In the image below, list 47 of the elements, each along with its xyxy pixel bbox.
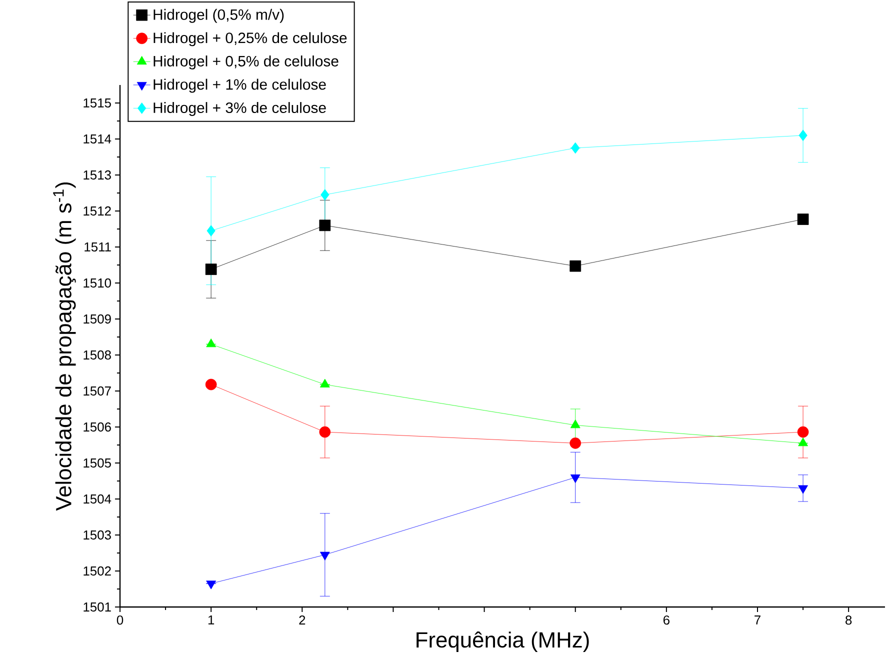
point <box>570 260 582 272</box>
x-axis-title: Frequência (MHz) <box>416 632 589 652</box>
x-tick-label: 7 <box>754 615 760 624</box>
point <box>205 378 217 390</box>
point <box>570 420 580 428</box>
point <box>319 426 331 438</box>
x-tick-label: 8 <box>846 615 852 625</box>
point <box>798 485 808 494</box>
y-axis-title: Velocidade de propagação (m s$^{-1}$) <box>53 182 76 511</box>
y-tick-label: 1502 <box>84 566 111 576</box>
x-tick-label: 2 <box>299 615 306 625</box>
y-tick-label: 1510 <box>84 278 111 288</box>
y-tick-label: 1501 <box>84 602 111 612</box>
y-tick-label: 1503 <box>84 530 111 540</box>
legend-label: Hidrogel + 3% de celulose <box>154 102 326 116</box>
point <box>206 338 216 348</box>
legend-label: Hidrogel + 1% de celulose <box>154 78 326 93</box>
y-tick-label: 1509 <box>84 314 111 324</box>
point <box>798 438 808 446</box>
legend-label: Hidrogel (0,5% m/v) <box>154 8 284 23</box>
x-tick-label: 1 <box>208 615 214 624</box>
point <box>797 426 809 438</box>
y-tick-label: 1511 <box>84 242 111 252</box>
point <box>571 142 580 154</box>
legend-label: Hidrogel + 0,25% de celulose <box>154 32 347 46</box>
point <box>319 220 331 232</box>
y-tick-label: 1506 <box>84 422 111 432</box>
point <box>205 264 217 275</box>
point <box>570 474 580 484</box>
y-tick-label: 1512 <box>84 206 111 216</box>
y-tick-label: 1504 <box>84 494 112 504</box>
y-tick-label: 1507 <box>84 386 111 396</box>
point <box>570 438 582 449</box>
point <box>206 225 216 236</box>
point <box>206 580 216 590</box>
point <box>797 214 809 225</box>
y-tick-label: 1513 <box>84 170 111 180</box>
x-tick-label: 6 <box>663 615 670 625</box>
y-tick-label: 1515 <box>84 98 111 108</box>
point <box>798 130 808 142</box>
point <box>320 189 330 200</box>
legend-label: Hidrogel + 0,5% de celulose <box>154 55 338 70</box>
y-tick-label: 1505 <box>84 458 111 468</box>
y-tick-label: 1508 <box>84 350 111 360</box>
x-tick-label: 0 <box>116 615 124 625</box>
y-tick-label: 1514 <box>84 134 112 144</box>
point <box>320 552 330 560</box>
